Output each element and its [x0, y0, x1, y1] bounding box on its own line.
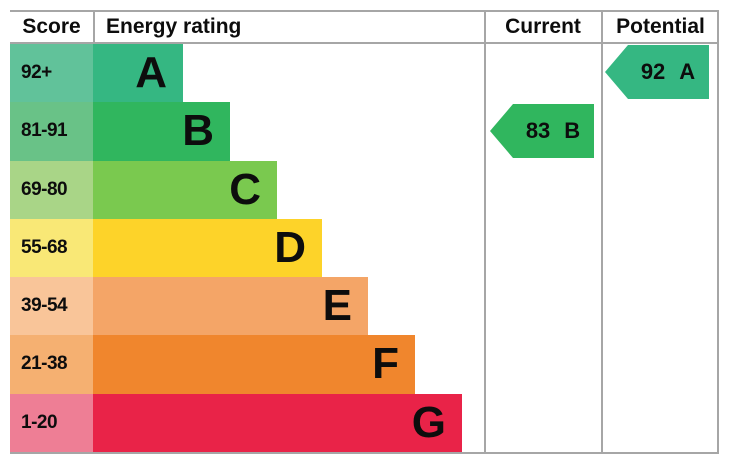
rating-bar-f: F — [93, 335, 415, 394]
table-bottom-border — [10, 452, 719, 454]
potential-column-left-border — [601, 10, 603, 454]
rating-bar-a: A — [93, 44, 183, 103]
band-row-g: 1-20 G — [10, 393, 719, 452]
rating-bar-g: G — [93, 393, 462, 452]
band-rows: 92+ A 81-91 B 69-80 C 55-68 D 39-54 E 21… — [10, 44, 719, 452]
current-rating-arrow: 83 B — [490, 104, 594, 158]
potential-column-header: Potential — [616, 14, 705, 38]
potential-rating-arrow: 92 A — [605, 45, 709, 99]
band-row-b: 81-91 B — [10, 102, 719, 161]
band-row-d: 55-68 D — [10, 218, 719, 278]
score-range-label: 81-91 — [10, 102, 93, 161]
header-bottom-border — [10, 42, 719, 44]
band-row-c: 69-80 C — [10, 160, 719, 219]
band-row-e: 39-54 E — [10, 277, 719, 336]
rating-bar-c: C — [93, 160, 277, 219]
current-rating-score: 83 — [525, 118, 551, 143]
score-column-header: Score — [22, 14, 81, 38]
band-row-f: 21-38 F — [10, 335, 719, 394]
score-range-label: 1-20 — [10, 393, 93, 452]
current-rating-band-letter: B — [564, 118, 581, 143]
score-range-label: 39-54 — [10, 277, 93, 336]
score-range-label: 55-68 — [10, 218, 93, 278]
rating-bar-b: B — [93, 102, 230, 161]
rating-bar-d: D — [93, 218, 322, 278]
score-range-label: 21-38 — [10, 335, 93, 394]
energy-rating-column-header: Energy rating — [106, 14, 242, 38]
table-top-border — [10, 10, 719, 12]
score-column-separator — [93, 10, 95, 43]
current-column-left-border — [484, 10, 486, 454]
table-right-border — [717, 10, 719, 454]
current-column-header: Current — [505, 14, 581, 38]
rating-bar-e: E — [93, 277, 368, 336]
band-row-a: 92+ A — [10, 44, 719, 103]
potential-rating-score: 92 — [640, 59, 666, 84]
potential-rating-band-letter: A — [679, 59, 696, 84]
table-header-row: Score Energy rating Current Potential — [10, 10, 719, 43]
score-range-label: 92+ — [10, 44, 93, 103]
score-range-label: 69-80 — [10, 160, 93, 219]
